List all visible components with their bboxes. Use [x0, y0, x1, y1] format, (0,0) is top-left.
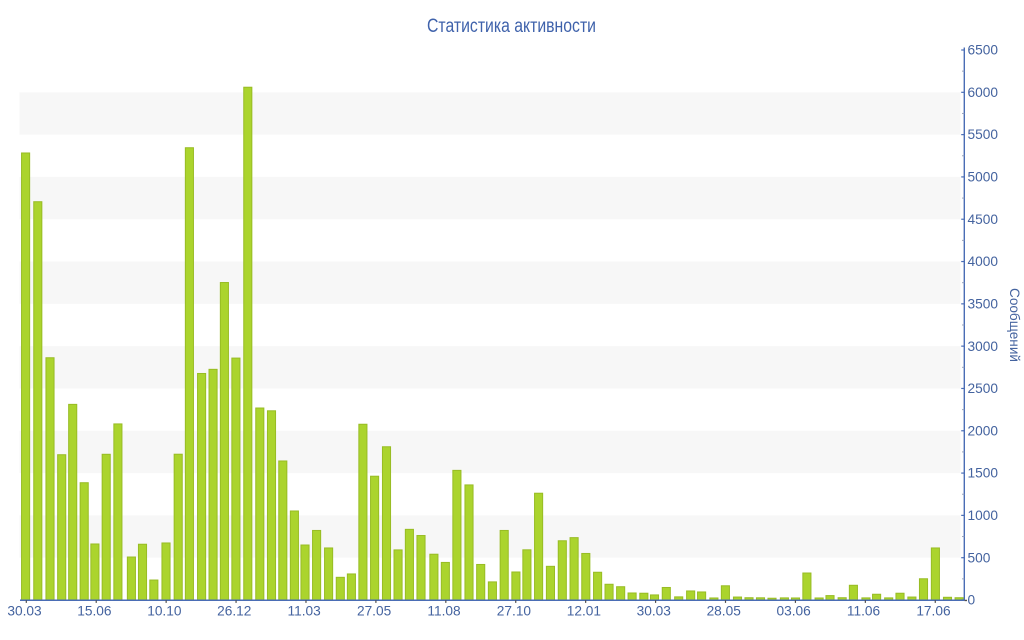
svg-text:3000: 3000	[968, 339, 999, 354]
svg-text:6000: 6000	[968, 85, 999, 100]
svg-text:27.05: 27.05	[357, 604, 392, 619]
svg-text:0: 0	[968, 593, 976, 608]
svg-text:4000: 4000	[968, 254, 999, 269]
svg-text:30.03: 30.03	[7, 604, 42, 619]
svg-text:5000: 5000	[968, 170, 999, 185]
svg-text:3500: 3500	[968, 296, 999, 311]
svg-text:03.06: 03.06	[776, 604, 811, 619]
svg-text:30.03: 30.03	[637, 604, 672, 619]
svg-text:Статистика активности: Статистика активности	[427, 16, 596, 37]
svg-text:2500: 2500	[968, 381, 999, 396]
svg-text:26.12: 26.12	[217, 604, 251, 619]
svg-text:10.10: 10.10	[147, 604, 182, 619]
svg-text:27.10: 27.10	[497, 604, 532, 619]
svg-text:4500: 4500	[968, 212, 999, 227]
svg-text:15.06: 15.06	[77, 604, 112, 619]
svg-text:1500: 1500	[968, 466, 999, 481]
svg-text:1000: 1000	[968, 508, 999, 523]
svg-text:11.03: 11.03	[288, 604, 322, 619]
svg-text:5500: 5500	[968, 127, 999, 142]
svg-text:28.05: 28.05	[707, 604, 742, 619]
svg-text:11.06: 11.06	[847, 604, 881, 619]
svg-text:11.08: 11.08	[427, 604, 461, 619]
svg-text:500: 500	[968, 550, 991, 565]
svg-text:6500: 6500	[968, 43, 999, 58]
svg-text:Сообщений: Сообщений	[1007, 288, 1022, 362]
svg-text:2000: 2000	[968, 423, 999, 438]
svg-text:17.06: 17.06	[916, 604, 951, 619]
svg-text:12.01: 12.01	[567, 604, 601, 619]
